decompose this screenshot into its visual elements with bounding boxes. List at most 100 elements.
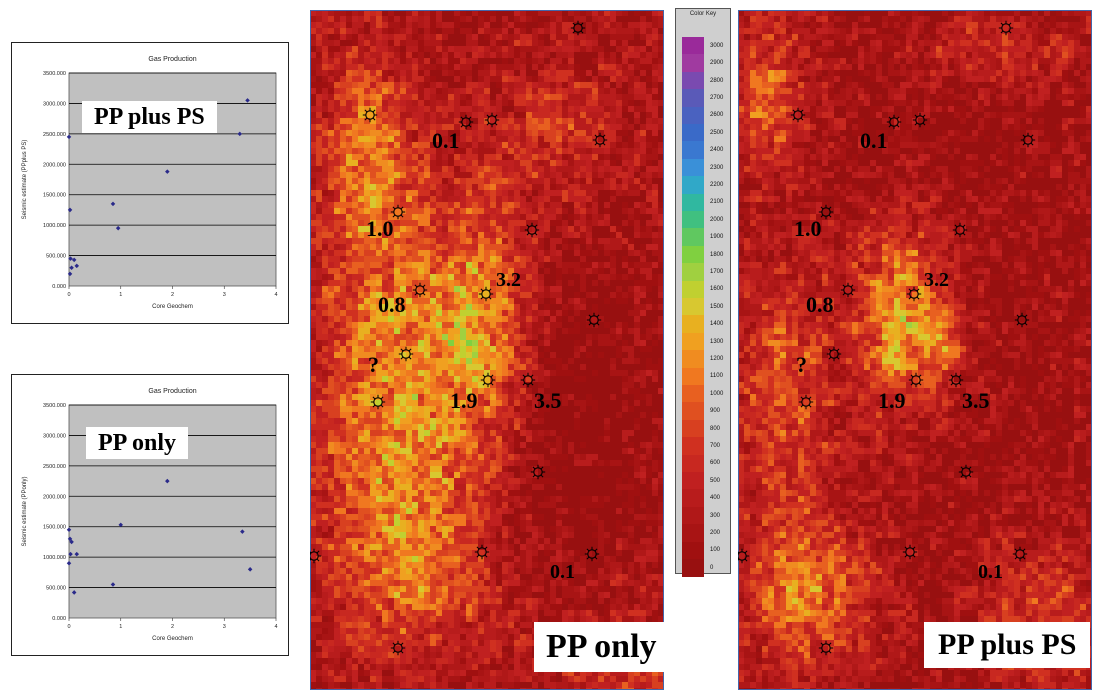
heatmap-cell	[622, 124, 629, 131]
heatmap-cell	[484, 214, 491, 221]
heatmap-cell	[316, 496, 323, 503]
heatmap-cell	[544, 412, 551, 419]
heatmap-cell	[556, 118, 563, 125]
heatmap-cell	[340, 106, 347, 113]
heatmap-cell	[466, 442, 473, 449]
heatmap-cell	[622, 412, 629, 419]
heatmap-cell	[334, 274, 341, 281]
heatmap-cell	[370, 418, 377, 425]
heatmap-cell	[604, 112, 611, 119]
heatmap-cell	[460, 202, 467, 209]
heatmap-cell	[424, 40, 431, 47]
heatmap-cell	[592, 262, 599, 269]
heatmap-cell	[490, 412, 497, 419]
heatmap-cell	[514, 484, 521, 491]
heatmap-cell	[532, 160, 539, 167]
heatmap-cell	[544, 118, 551, 125]
heatmap-cell	[622, 190, 629, 197]
heatmap-cell	[322, 118, 329, 125]
heatmap-cell	[472, 220, 479, 227]
heatmap-cell	[412, 202, 419, 209]
heatmap-cell	[466, 310, 473, 317]
heatmap-cell	[514, 118, 521, 125]
heatmap-cell	[472, 160, 479, 167]
heatmap-cell	[316, 274, 323, 281]
heatmap-cell	[328, 100, 335, 107]
heatmap-cell	[574, 148, 581, 155]
heatmap-cell	[394, 220, 401, 227]
heatmap-cell	[598, 196, 605, 203]
heatmap-cell	[520, 418, 527, 425]
heatmap-cell	[646, 442, 653, 449]
heatmap-cell	[460, 304, 467, 311]
heatmap-cell	[400, 310, 407, 317]
heatmap-cell	[346, 148, 353, 155]
heatmap-cell	[406, 478, 413, 485]
heatmap-cell	[592, 496, 599, 503]
heatmap-cell	[454, 64, 461, 71]
heatmap-cell	[364, 82, 371, 89]
heatmap-cell	[328, 442, 335, 449]
heatmap-cell	[652, 58, 659, 65]
heatmap-cell	[322, 490, 329, 497]
heatmap-cell	[442, 472, 449, 479]
heatmap-cell	[334, 304, 341, 311]
heatmap-cell	[436, 418, 443, 425]
heatmap-cell	[472, 136, 479, 143]
heatmap-cell	[358, 490, 365, 497]
heatmap-cell	[616, 298, 623, 305]
heatmap-cell	[406, 334, 413, 341]
heatmap-cell	[496, 148, 503, 155]
heatmap-cell	[316, 28, 323, 35]
heatmap-cell	[328, 112, 335, 119]
heatmap-cell	[436, 478, 443, 485]
heatmap-cell	[478, 502, 485, 509]
heatmap-cell	[658, 112, 664, 119]
heatmap-cell	[460, 64, 467, 71]
heatmap-cell	[328, 88, 335, 95]
heatmap-cell	[364, 142, 371, 149]
heatmap-cell	[340, 298, 347, 305]
heatmap-cell	[490, 352, 497, 359]
heatmap-cell	[460, 388, 467, 395]
heatmap-cell	[622, 100, 629, 107]
heatmap-cell	[646, 274, 653, 281]
heatmap-cell	[466, 238, 473, 245]
heatmap-cell	[592, 46, 599, 53]
heatmap-cell	[382, 34, 389, 41]
heatmap-cell	[658, 394, 664, 401]
heatmap-cell	[376, 334, 383, 341]
heatmap-cell	[490, 46, 497, 53]
heatmap-cell	[328, 214, 335, 221]
heatmap-cell	[598, 286, 605, 293]
heatmap-cell	[442, 148, 449, 155]
heatmap-cell	[604, 88, 611, 95]
heatmap-cell	[364, 478, 371, 485]
data-point	[247, 567, 253, 572]
heatmap-cell	[496, 280, 503, 287]
heatmap-cell	[634, 196, 641, 203]
heatmap-cell	[526, 364, 533, 371]
heatmap-cell	[340, 418, 347, 425]
heatmap-cell	[514, 64, 521, 71]
heatmap-cell	[658, 280, 664, 287]
heatmap-cell	[514, 88, 521, 95]
heatmap-cell	[472, 274, 479, 281]
heatmap-cell	[490, 124, 497, 131]
heatmap-cell	[364, 178, 371, 185]
heatmap-cell	[580, 238, 587, 245]
heatmap-cell	[334, 262, 341, 269]
heatmap-cell	[508, 100, 515, 107]
heatmap-cell	[316, 10, 323, 17]
heatmap-cell	[478, 346, 485, 353]
heatmap-cell	[616, 340, 623, 347]
heatmap-cell	[466, 268, 473, 275]
heatmap-cell	[514, 346, 521, 353]
heatmap-cell	[472, 394, 479, 401]
heatmap-cell	[322, 244, 329, 251]
heatmap-cell	[352, 424, 359, 431]
heatmap-cell	[592, 112, 599, 119]
heatmap-cell	[490, 478, 497, 485]
heatmap-cell	[370, 262, 377, 269]
heatmap-cell	[406, 316, 413, 323]
